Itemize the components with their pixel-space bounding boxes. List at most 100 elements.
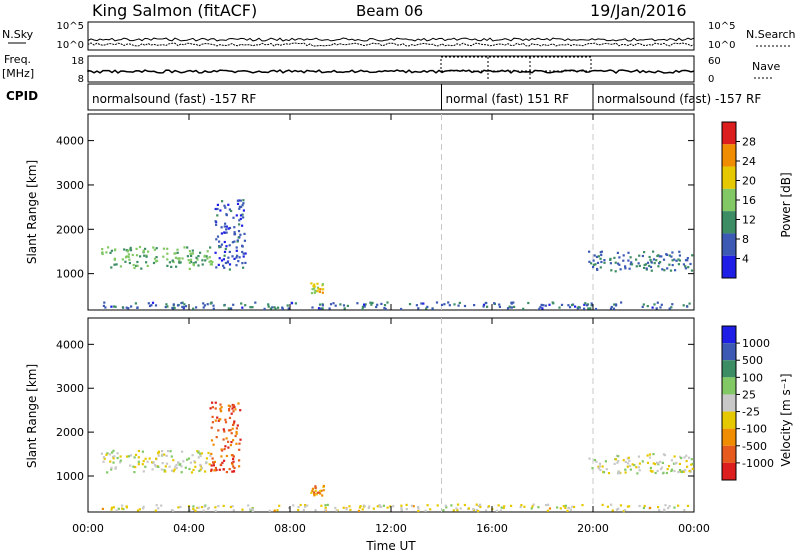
power-cell <box>655 259 658 262</box>
velocity-cell <box>112 461 115 464</box>
velocity-cell <box>564 504 567 507</box>
velocity-cell <box>499 509 502 512</box>
power-cell <box>218 246 221 249</box>
power-cell <box>164 306 167 309</box>
velocity-cell <box>173 468 176 471</box>
velocity-cell <box>288 506 291 509</box>
power-cell <box>240 205 243 209</box>
velocity-cell <box>112 506 115 509</box>
power-cell <box>539 306 542 309</box>
velocity-cell <box>622 510 625 513</box>
velocity-cell <box>132 465 135 468</box>
velocity-cell <box>463 503 466 507</box>
velocity-cell <box>684 469 687 472</box>
power-cell <box>616 251 619 254</box>
velocity-cell <box>405 508 408 511</box>
power-cell <box>650 261 653 264</box>
velocity-cell <box>467 507 470 510</box>
velocity-cell <box>231 470 234 473</box>
velocity-cell <box>161 462 164 465</box>
velocity-cell <box>429 508 432 511</box>
power-cell <box>206 303 209 306</box>
velocity-cell <box>313 491 316 494</box>
power-cell <box>236 254 239 257</box>
power-cell <box>223 250 227 253</box>
velocity-cell <box>569 508 572 511</box>
velocity-cell <box>214 419 217 422</box>
velocity-cell <box>220 455 223 458</box>
noise-left-tick-bottom: 10^0 <box>57 40 84 51</box>
velocity-cell <box>146 460 149 463</box>
power-cell <box>603 261 606 264</box>
velocity-cell <box>100 452 103 455</box>
velocity-cell <box>237 402 240 405</box>
power-cell <box>127 307 130 310</box>
power-cell <box>192 264 195 267</box>
power-cell <box>254 301 257 304</box>
power-cell <box>239 199 242 202</box>
power-cell <box>321 291 324 294</box>
velocity-cell <box>231 407 234 410</box>
power-cell <box>287 307 290 310</box>
power-cell <box>448 304 451 307</box>
noise-trace <box>87 37 695 47</box>
power-cell <box>673 258 676 261</box>
velocity-cell <box>680 457 683 460</box>
velocity-cell <box>227 440 230 443</box>
power-cell <box>267 305 270 308</box>
velocity-cell <box>685 460 688 463</box>
velocity-cell <box>181 450 184 453</box>
velocity-cell <box>199 468 202 471</box>
power-cell <box>584 302 587 305</box>
velocity-cell <box>667 465 671 468</box>
velocity-cell <box>367 506 370 510</box>
velocity-cell <box>315 493 318 496</box>
power-cell <box>206 250 209 253</box>
velocity-cell <box>400 509 403 512</box>
power-colorbar-tick-label: 8 <box>742 233 749 246</box>
velocity-cell <box>238 459 241 462</box>
velocity-cell <box>372 507 375 510</box>
velocity-cell <box>654 463 657 466</box>
power-cell <box>223 240 226 244</box>
velocity-cell <box>456 509 459 512</box>
power-cell <box>618 256 621 259</box>
velocity-cell <box>197 506 200 509</box>
power-cell <box>400 307 403 311</box>
power-cell <box>168 261 171 264</box>
power-cell <box>172 303 175 306</box>
velocity-cell <box>172 459 175 462</box>
velocity-cell <box>220 448 223 451</box>
power-cell <box>319 307 322 310</box>
xtick-label: 08:00 <box>274 522 306 535</box>
velocity-cell <box>670 469 673 473</box>
velocity-cell <box>213 469 216 472</box>
velocity-cell <box>190 471 194 474</box>
power-cell <box>592 265 595 269</box>
power-cell <box>235 256 238 259</box>
noise-right-tick-bottom: 10^0 <box>708 40 735 51</box>
power-cell <box>242 202 245 205</box>
power-cell <box>670 306 673 309</box>
power-colorbar-swatch <box>722 122 736 145</box>
date-label: 19/Jan/2016 <box>590 1 687 20</box>
velocity-cell <box>368 505 371 508</box>
power-cell <box>578 306 581 309</box>
velocity-cell <box>637 466 640 469</box>
velocity-cell <box>223 459 226 462</box>
velocity-cell <box>229 444 232 447</box>
power-cell <box>151 301 155 304</box>
velocity-cell <box>211 415 214 418</box>
velocity-cell <box>628 459 631 462</box>
velocity-cell <box>160 468 163 471</box>
power-cell <box>101 248 104 251</box>
power-cell <box>635 265 638 268</box>
power-cell <box>671 251 674 254</box>
velocity-cell <box>102 456 105 459</box>
velocity-cell <box>320 504 323 507</box>
power-cell <box>228 244 231 247</box>
power-cell <box>214 251 217 254</box>
cpid-segment-label: normal (fast) 151 RF <box>446 92 570 106</box>
power-cell <box>126 250 129 253</box>
velocity-cell <box>297 506 300 509</box>
